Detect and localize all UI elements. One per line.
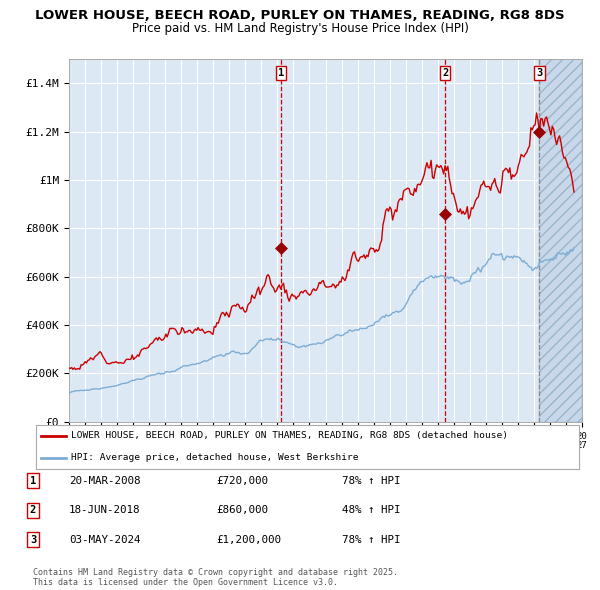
Text: 48% ↑ HPI: 48% ↑ HPI — [342, 506, 401, 515]
Text: Contains HM Land Registry data © Crown copyright and database right 2025.
This d: Contains HM Land Registry data © Crown c… — [33, 568, 398, 587]
Text: 18-JUN-2018: 18-JUN-2018 — [69, 506, 140, 515]
Text: 1: 1 — [30, 476, 36, 486]
Text: £720,000: £720,000 — [216, 476, 268, 486]
Text: 78% ↑ HPI: 78% ↑ HPI — [342, 535, 401, 545]
Text: 2: 2 — [30, 506, 36, 515]
Text: 1: 1 — [278, 68, 284, 78]
Text: HPI: Average price, detached house, West Berkshire: HPI: Average price, detached house, West… — [71, 454, 359, 463]
Bar — [539, 59, 582, 422]
Text: £1,200,000: £1,200,000 — [216, 535, 281, 545]
Text: 03-MAY-2024: 03-MAY-2024 — [69, 535, 140, 545]
Text: LOWER HOUSE, BEECH ROAD, PURLEY ON THAMES, READING, RG8 8DS: LOWER HOUSE, BEECH ROAD, PURLEY ON THAME… — [35, 9, 565, 22]
Text: LOWER HOUSE, BEECH ROAD, PURLEY ON THAMES, READING, RG8 8DS (detached house): LOWER HOUSE, BEECH ROAD, PURLEY ON THAME… — [71, 431, 508, 440]
Text: £860,000: £860,000 — [216, 506, 268, 515]
Text: 78% ↑ HPI: 78% ↑ HPI — [342, 476, 401, 486]
Text: 2: 2 — [442, 68, 448, 78]
Text: 3: 3 — [30, 535, 36, 545]
Text: 20-MAR-2008: 20-MAR-2008 — [69, 476, 140, 486]
Text: 3: 3 — [536, 68, 542, 78]
Text: Price paid vs. HM Land Registry's House Price Index (HPI): Price paid vs. HM Land Registry's House … — [131, 22, 469, 35]
